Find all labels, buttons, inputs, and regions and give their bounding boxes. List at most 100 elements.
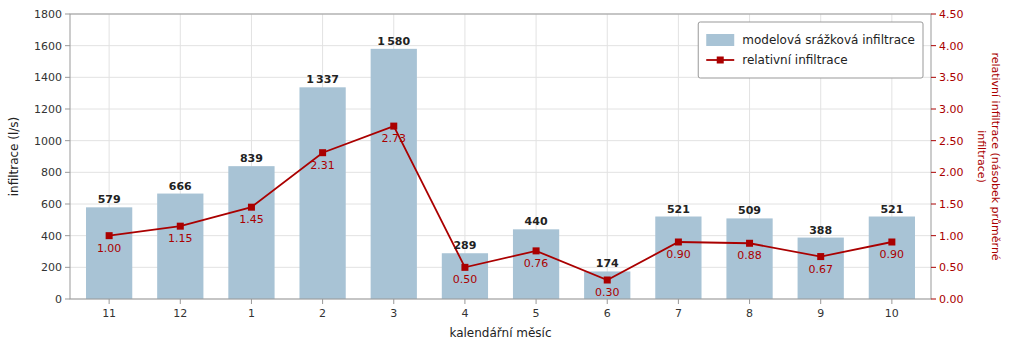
tick (393, 299, 394, 304)
axes: 0200400600800100012001400160018000.000.5… (34, 8, 964, 320)
marker (533, 247, 540, 254)
tick (931, 140, 936, 141)
legend: modelová srážková infiltrace relativní in… (698, 22, 923, 78)
bar (157, 194, 203, 299)
line-label: 1.00 (97, 242, 122, 255)
line-label: 0.30 (595, 286, 620, 299)
bar-label: 839 (240, 152, 263, 165)
tick-label: 9 (817, 307, 824, 320)
tick-label: 4 (461, 307, 468, 320)
line-label: 0.76 (524, 257, 549, 270)
legend-label: modelová srážková infiltrace (742, 33, 915, 47)
tick (931, 77, 936, 78)
line-label: 1.45 (239, 213, 264, 226)
marks (86, 49, 915, 299)
tick-label: 200 (41, 261, 62, 274)
line-label: 2.73 (382, 132, 407, 145)
tick (251, 299, 252, 304)
bar (86, 207, 132, 299)
tick (65, 172, 70, 173)
line-label: 2.31 (310, 159, 335, 172)
tick-label: 3.00 (939, 103, 964, 116)
tick (749, 299, 750, 304)
bar-label: 440 (525, 215, 548, 228)
tick-label: 1400 (34, 71, 62, 84)
tick (180, 299, 181, 304)
tick-label: 11 (102, 307, 116, 320)
tick (931, 109, 936, 110)
tick-label: 7 (675, 307, 682, 320)
tick-label: 1600 (34, 40, 62, 53)
tick (820, 299, 821, 304)
bar (513, 229, 559, 299)
line (109, 126, 892, 280)
tick (65, 235, 70, 236)
tick (464, 299, 465, 304)
tick-label: 1200 (34, 103, 62, 116)
bar-label: 388 (809, 224, 832, 237)
tick (65, 267, 70, 268)
marker (604, 277, 611, 284)
tick (931, 14, 936, 15)
bar-label: 521 (880, 203, 903, 216)
plot-frame (70, 14, 931, 299)
marker (888, 239, 895, 246)
tick (931, 45, 936, 46)
bar-label: 521 (667, 203, 690, 216)
marker (817, 253, 824, 260)
bar (442, 253, 488, 299)
tick (931, 172, 936, 173)
tick (322, 299, 323, 304)
legend-swatch (706, 34, 734, 46)
tick-label: 1.00 (939, 230, 964, 243)
legend-label: relativní infiltrace (742, 53, 847, 67)
bar (798, 238, 844, 299)
bar (299, 87, 345, 299)
legend-swatch (717, 57, 724, 64)
label-line: relativní infiltrace (násobek průměrné (989, 52, 1002, 260)
marker (390, 123, 397, 130)
tick (65, 14, 70, 15)
legend-box (698, 22, 923, 78)
bar-label: 579 (98, 193, 121, 206)
grid-line (70, 109, 931, 110)
tick (65, 109, 70, 110)
bar (869, 217, 915, 299)
tick-label: 2 (319, 307, 326, 320)
tick-label: 2.50 (939, 135, 964, 148)
tick (65, 140, 70, 141)
tick-label: 0 (55, 293, 62, 306)
y2-axis-label: relativní infiltrace (násobek průměrnéin… (975, 52, 1001, 260)
bar-label: 509 (738, 204, 761, 217)
tick-label: 1000 (34, 135, 62, 148)
tick (891, 299, 892, 304)
bar-label: 1 337 (306, 73, 339, 86)
tick (109, 299, 110, 304)
bar-label: 666 (169, 180, 192, 193)
tick-label: 400 (41, 230, 62, 243)
line-label: 0.88 (737, 249, 762, 262)
line-label: 1.15 (168, 232, 193, 245)
tick-label: 600 (41, 198, 62, 211)
tick-label: 3.50 (939, 71, 964, 84)
tick-label: 6 (604, 307, 611, 320)
tick-label: 0.00 (939, 293, 964, 306)
marker (675, 239, 682, 246)
tick-label: 1.50 (939, 198, 964, 211)
bar (584, 271, 630, 299)
tick (607, 299, 608, 304)
bar-label: 1 580 (377, 35, 410, 48)
tick (678, 299, 679, 304)
chart: 5796668391 3371 580289440174521509388521… (0, 0, 1023, 345)
tick-label: 2.00 (939, 166, 964, 179)
tick (65, 45, 70, 46)
x-axis-label: kalendářní měsíc (449, 326, 551, 340)
tick (536, 299, 537, 304)
marker (106, 232, 113, 239)
tick-label: 1800 (34, 8, 62, 21)
tick (65, 77, 70, 78)
marker (177, 223, 184, 230)
line-label: 0.67 (808, 263, 833, 276)
line-label: 0.90 (666, 248, 691, 261)
tick-label: 4.00 (939, 40, 964, 53)
